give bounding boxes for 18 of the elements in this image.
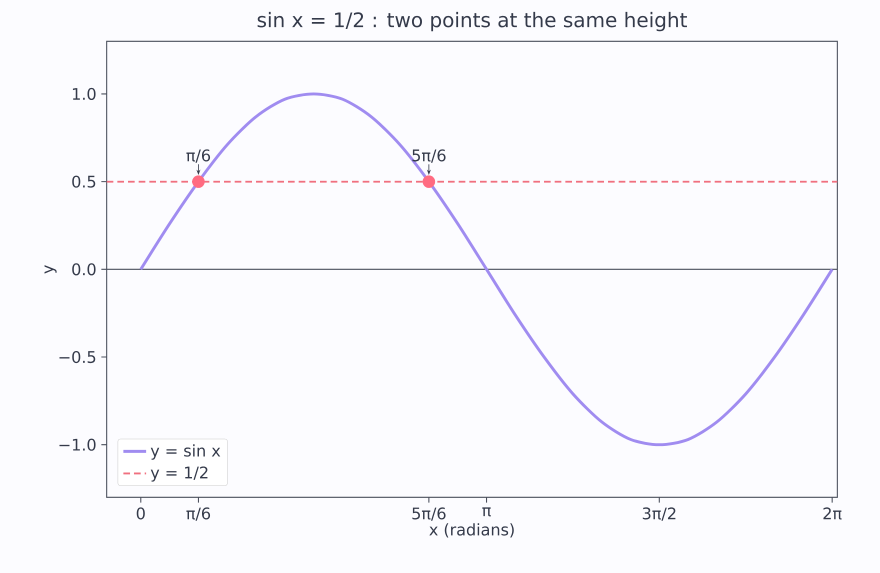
- x-tick-label: 3π/2: [642, 507, 676, 521]
- y-tick-label: −1.0: [59, 438, 96, 451]
- y-tick-label: 0.5: [72, 175, 96, 188]
- y-tick-label: 1.0: [72, 88, 96, 100]
- x-axis-title: x (radians): [429, 523, 514, 538]
- annotation: π/6: [186, 149, 210, 163]
- x-tick-label: π: [482, 507, 491, 516]
- y-axis-title: y: [44, 264, 57, 274]
- x-tick-label: 2π: [823, 507, 842, 520]
- legend-label: y = sin x: [150, 444, 220, 460]
- x-tick-label: 5π/6: [412, 507, 446, 521]
- y-tick-label: −0.5: [59, 350, 96, 363]
- x-tick-label: 0: [136, 507, 145, 520]
- y-tick-label: 0.0: [72, 263, 96, 276]
- chart-title: sin x = 1/2 : two points at the same height: [258, 12, 687, 32]
- x-tick-label: π/6: [186, 507, 210, 521]
- legend-label: y = 1/2: [150, 466, 208, 482]
- annotation: 5π/6: [412, 149, 446, 163]
